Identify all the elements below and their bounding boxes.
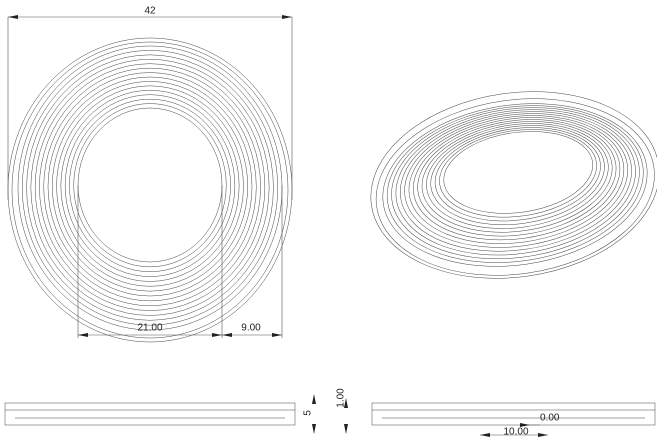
arrow bbox=[272, 333, 282, 337]
ring bbox=[417, 119, 617, 237]
arrow bbox=[78, 333, 88, 337]
ring bbox=[22, 50, 278, 326]
arrow bbox=[212, 333, 222, 337]
arrow bbox=[222, 333, 232, 337]
ring bbox=[434, 127, 601, 222]
ring bbox=[11, 41, 289, 339]
ring bbox=[34, 63, 266, 311]
dimension-label: 9.00 bbox=[241, 323, 261, 334]
ring bbox=[52, 81, 248, 292]
ring bbox=[443, 131, 594, 214]
arrow bbox=[344, 424, 348, 434]
ring bbox=[30, 59, 270, 316]
ring bbox=[382, 103, 648, 267]
ring bbox=[69, 98, 231, 272]
arrow bbox=[520, 423, 530, 427]
side-view bbox=[371, 402, 656, 426]
ring bbox=[7, 37, 293, 343]
front-view bbox=[7, 37, 293, 343]
ring bbox=[439, 129, 597, 218]
ring bbox=[413, 117, 621, 241]
ring bbox=[426, 123, 609, 229]
side-view bbox=[4, 402, 296, 426]
ring bbox=[399, 111, 632, 252]
arrow bbox=[8, 15, 18, 19]
arrow bbox=[344, 398, 348, 408]
ring bbox=[17, 45, 283, 331]
ring bbox=[64, 94, 236, 277]
ring bbox=[47, 76, 253, 297]
dimension-label: 42 bbox=[144, 6, 156, 17]
ring bbox=[391, 107, 640, 260]
dimension-label: 10.00 bbox=[503, 427, 528, 438]
ring bbox=[421, 121, 613, 233]
arrow bbox=[312, 394, 316, 404]
arrow bbox=[480, 433, 490, 437]
ring bbox=[56, 85, 244, 287]
arrow bbox=[282, 15, 292, 19]
perspective-view bbox=[370, 91, 657, 279]
dimension-label: 1.00 bbox=[336, 388, 347, 408]
ring bbox=[73, 103, 227, 268]
ring bbox=[395, 109, 636, 256]
ring bbox=[408, 115, 625, 244]
ring bbox=[77, 107, 223, 263]
ring bbox=[375, 98, 655, 276]
ring bbox=[430, 125, 605, 225]
ring bbox=[370, 91, 657, 279]
ring bbox=[43, 72, 257, 302]
ring bbox=[386, 105, 644, 263]
ring bbox=[26, 54, 274, 321]
dimension-label: 0.00 bbox=[540, 413, 560, 424]
ring bbox=[39, 67, 261, 306]
ring bbox=[404, 113, 628, 248]
ring bbox=[60, 90, 240, 282]
arrow bbox=[538, 433, 548, 437]
arrow bbox=[312, 424, 316, 434]
dimension-label: 21.00 bbox=[137, 323, 162, 334]
dimension-label: 5 bbox=[303, 410, 314, 416]
